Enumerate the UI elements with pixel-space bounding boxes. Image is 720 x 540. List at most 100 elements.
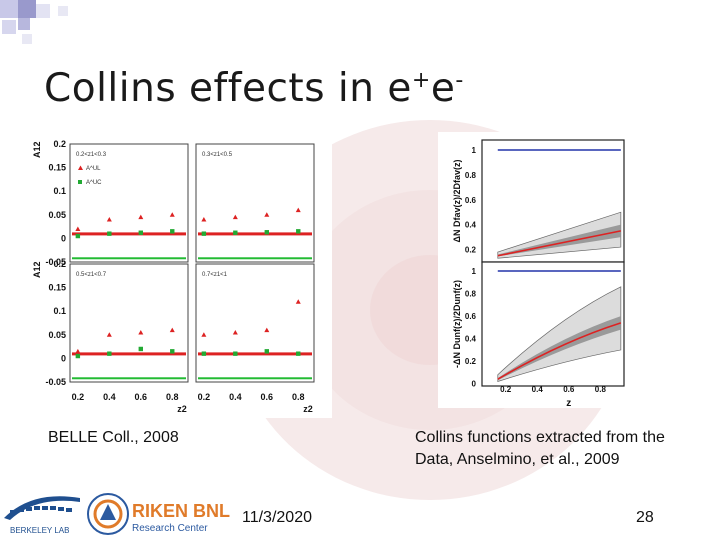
belle-point-aul bbox=[169, 327, 175, 333]
belle-green-band bbox=[198, 377, 312, 380]
belle-panel-frame bbox=[69, 143, 189, 263]
belle-panel-frame bbox=[195, 143, 315, 263]
belle-point-auc bbox=[170, 349, 175, 354]
belle-point-aul bbox=[295, 299, 301, 304]
caption-right: Collins functions extracted from the Dat… bbox=[415, 427, 665, 471]
belle-point-auc bbox=[264, 349, 269, 354]
caption-right-line2: Data, Anselmino, et al., 2009 bbox=[415, 451, 620, 468]
belle-y-tick-label: 0.2 bbox=[53, 259, 66, 269]
belle-red-band bbox=[72, 352, 186, 356]
legend-label: A^UL bbox=[86, 166, 101, 172]
belle-green-band bbox=[72, 377, 186, 380]
belle-x-tick-label: 0.2 bbox=[72, 392, 85, 402]
belle-x-tick-label: 0.8 bbox=[166, 392, 179, 402]
collins-inner-band bbox=[497, 224, 621, 257]
belle-panel-frame bbox=[69, 263, 189, 383]
belle-point-aul bbox=[232, 329, 238, 335]
belle-x-tick-label: 0.6 bbox=[135, 392, 148, 402]
belle-x-axis-label: z2 bbox=[177, 404, 187, 414]
belle-y-tick-label: 0.15 bbox=[48, 163, 66, 173]
belle-y-tick-label: 0.1 bbox=[53, 306, 66, 316]
caption-right-line1: Collins functions extracted from the bbox=[415, 429, 665, 446]
belle-x-axis-label: z2 bbox=[303, 404, 313, 414]
belle-y-tick-label: 0.1 bbox=[53, 186, 66, 196]
collins-y-axis-label: ΔN Dfav(z)/2Dfav(z) bbox=[452, 160, 462, 243]
belle-x-tick-label: 0.2 bbox=[198, 392, 211, 402]
collins-central-curve bbox=[497, 322, 622, 380]
collins-y-tick-label: 0.8 bbox=[465, 290, 477, 299]
belle-point-aul bbox=[138, 329, 144, 335]
collins-y-tick-label: 1 bbox=[472, 267, 477, 276]
belle-point-auc bbox=[75, 233, 81, 239]
corner-decoration bbox=[0, 0, 68, 44]
collins-x-tick-label: 0.6 bbox=[563, 385, 575, 394]
belle-figure: 0.2<z1<0.3 A^UL A^UC 0.3<z1<0.5 0.5<z1<0.7 0.… bbox=[30, 136, 332, 418]
legend-marker-auc bbox=[78, 180, 82, 184]
belle-point-aul bbox=[201, 217, 207, 222]
belle-point-auc bbox=[138, 230, 143, 235]
collins-y-tick-label: 1 bbox=[472, 146, 477, 155]
slide-title: Collins effects in e+e- bbox=[44, 66, 464, 111]
slide-date: 11/3/2020 bbox=[242, 509, 312, 526]
belle-y-tick-label: 0.15 bbox=[48, 283, 66, 293]
slide-number: 28 bbox=[636, 509, 654, 526]
belle-point-auc bbox=[264, 230, 269, 235]
berkeley-lab-logo: BERKELEY LAB bbox=[4, 496, 80, 535]
belle-green-band bbox=[198, 257, 312, 260]
belle-y-axis-label: A12 bbox=[32, 141, 42, 158]
collins-y-axis-label: -ΔN Dunf(z)/2Dunf(z) bbox=[452, 280, 462, 368]
legend-marker-aul bbox=[78, 165, 83, 170]
collins-inner-band bbox=[497, 316, 621, 381]
belle-point-aul bbox=[264, 212, 270, 217]
belle-point-auc bbox=[138, 346, 143, 352]
berkeley-lab-text: BERKELEY LAB bbox=[10, 526, 69, 535]
belle-point-aul bbox=[75, 348, 81, 354]
belle-y-tick-label: -0.05 bbox=[45, 377, 66, 387]
riken-bnl-text: RIKEN BNL bbox=[132, 501, 230, 521]
collins-x-tick-label: 0.4 bbox=[532, 385, 544, 394]
belle-panel-frame bbox=[195, 263, 315, 383]
collins-x-tick-label: 0.8 bbox=[595, 385, 607, 394]
belle-point-auc bbox=[107, 351, 112, 356]
belle-point-auc bbox=[201, 351, 207, 356]
collins-y-tick-label: 0.4 bbox=[465, 335, 477, 344]
belle-point-aul bbox=[295, 207, 301, 213]
belle-point-aul bbox=[201, 332, 207, 337]
belle-panel-label: 0.2<z1<0.3 bbox=[76, 152, 107, 158]
belle-point-auc bbox=[201, 231, 207, 236]
belle-y-axis-label: A12 bbox=[32, 261, 42, 278]
collins-x-axis-label: z bbox=[566, 398, 571, 408]
collins-central-curve bbox=[497, 230, 622, 257]
belle-x-tick-label: 0.4 bbox=[229, 392, 242, 402]
belle-panel-label: 0.7<z1<1 bbox=[202, 272, 228, 278]
collins-y-tick-label: 0.6 bbox=[465, 196, 477, 205]
belle-point-auc bbox=[233, 230, 238, 235]
belle-y-tick-label: 0 bbox=[61, 353, 66, 363]
belle-y-tick-label: 0.05 bbox=[48, 330, 66, 340]
belle-point-auc bbox=[75, 353, 81, 359]
collins-x-tick-label: 0.2 bbox=[500, 385, 512, 394]
belle-x-tick-label: 0.8 bbox=[292, 392, 305, 402]
caption-left: BELLE Coll., 2008 bbox=[48, 429, 179, 446]
belle-point-aul bbox=[106, 332, 112, 337]
belle-point-auc bbox=[296, 351, 301, 356]
belle-point-aul bbox=[106, 217, 112, 222]
belle-red-band bbox=[198, 232, 312, 236]
belle-panel-label: 0.3<z1<0.5 bbox=[202, 152, 233, 158]
belle-red-band bbox=[72, 232, 186, 236]
belle-point-aul bbox=[232, 214, 238, 220]
collins-y-tick-label: 0.4 bbox=[465, 221, 477, 230]
belle-point-aul bbox=[264, 327, 270, 333]
belle-x-tick-label: 0.4 bbox=[103, 392, 116, 402]
belle-point-auc bbox=[107, 231, 112, 236]
belle-point-auc bbox=[170, 229, 175, 234]
belle-point-auc bbox=[233, 351, 238, 356]
collins-y-tick-label: 0 bbox=[472, 380, 477, 389]
collins-functions-figure: 1 0.8 0.6 0.4 0.2 ΔN Dfav(z)/2Dfav(z) 1 0.8 0.6 0… bbox=[438, 132, 634, 408]
belle-red-band bbox=[198, 352, 312, 356]
riken-bnl-logo: RIKEN BNL Research Center bbox=[87, 493, 230, 535]
collins-y-tick-label: 0.6 bbox=[465, 312, 477, 321]
belle-y-tick-label: 0.2 bbox=[53, 139, 66, 149]
belle-panel-label: 0.5<z1<0.7 bbox=[76, 272, 107, 278]
legend-label: A^UC bbox=[86, 180, 102, 186]
